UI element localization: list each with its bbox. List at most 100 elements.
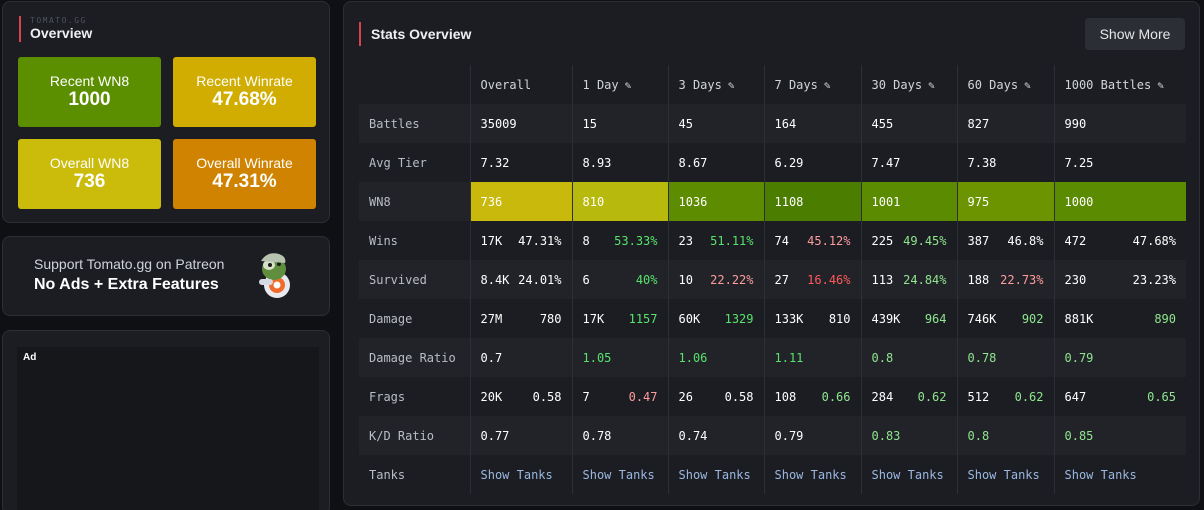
row-label-text: Battles	[369, 116, 420, 131]
stat-cell: 7 0.47	[571, 377, 668, 416]
stat-cell: 1.05	[571, 338, 668, 377]
patreon-line2: No Ads + Extra Features	[34, 276, 219, 293]
value-pair: 6 40%	[583, 273, 658, 287]
tile-label: Overall Winrate	[196, 155, 293, 171]
stat-value: 8.4K	[480, 272, 510, 287]
value-pair: 439K 964	[872, 312, 947, 326]
value-pair: 23 51.11%	[679, 234, 754, 248]
stat-value: 113	[871, 272, 894, 287]
column-header-1000-battles[interactable]: 1000 Battles ✎	[1053, 65, 1186, 104]
stat-value: 27M	[480, 311, 503, 326]
stat-cell: 6 40%	[571, 260, 668, 299]
stat-rate: 24.84%	[903, 272, 947, 287]
stat-value: 387	[967, 233, 990, 248]
stat-cell: 0.8	[860, 338, 957, 377]
stat-value: 225	[871, 233, 894, 248]
tile-value: 1000	[68, 89, 111, 110]
stat-cell: 225 49.45%	[860, 221, 957, 260]
show-more-button[interactable]: Show More	[1085, 18, 1185, 50]
row-label-text: Damage Ratio	[369, 350, 456, 365]
stat-cell: 0.83	[860, 416, 957, 455]
stat-cell: 0.8	[956, 416, 1054, 455]
table-row-tanks: Tanks Show Tanks Show Tanks Show Tanks Show …	[359, 455, 1186, 494]
stat-value: 0.77	[480, 428, 510, 443]
stat-cell: 113 24.84%	[860, 260, 957, 299]
value-pair: 26 0.58	[679, 390, 754, 404]
stat-cell: 7.32	[469, 143, 572, 182]
column-header-7-days[interactable]: 7 Days ✎	[763, 65, 861, 104]
stat-rate: 51.11%	[710, 233, 754, 248]
stat-value: 164	[774, 116, 797, 131]
stat-rate: 22.73%	[1000, 272, 1044, 287]
column-header-60-days[interactable]: 60 Days ✎	[956, 65, 1054, 104]
stat-average: 0.65	[1147, 389, 1176, 404]
stat-cell[interactable]: Show Tanks	[1053, 455, 1186, 494]
show-tanks-link[interactable]: Show Tanks	[1064, 467, 1137, 482]
stat-value: 133K	[774, 311, 804, 326]
stat-average: 0.58	[532, 389, 562, 404]
overview-title: Overview	[30, 25, 93, 41]
ad-slot[interactable]: Ad	[17, 347, 319, 510]
stat-cell: 512 0.62	[956, 377, 1054, 416]
stat-cell: 7.38	[956, 143, 1054, 182]
stat-rate: 23.23%	[1132, 272, 1176, 287]
stat-cell: 8 53.33%	[571, 221, 668, 260]
brand-label: TOMATO.GG	[30, 16, 87, 25]
stat-cell[interactable]: Show Tanks	[469, 455, 572, 494]
stat-cell[interactable]: Show Tanks	[860, 455, 957, 494]
pencil-icon[interactable]: ✎	[928, 78, 935, 92]
stat-cell[interactable]: Show Tanks	[667, 455, 764, 494]
pencil-icon[interactable]: ✎	[624, 78, 632, 92]
stat-value: 1.05	[582, 350, 612, 365]
stat-cell[interactable]: Show Tanks	[763, 455, 861, 494]
show-tanks-link[interactable]: Show Tanks	[774, 467, 847, 482]
row-label: Survived	[359, 260, 470, 299]
stat-value: 23	[678, 233, 693, 248]
show-tanks-link[interactable]: Show Tanks	[582, 467, 655, 482]
row-label: Tanks	[359, 455, 470, 494]
show-tanks-link[interactable]: Show Tanks	[871, 467, 944, 482]
value-pair: 60K 1329	[679, 312, 754, 326]
stat-cell: 6.29	[763, 143, 861, 182]
stat-cell: 0.79	[763, 416, 861, 455]
table-row-wn8: WN8 736 810 1036 1108 1001 975 1000	[359, 182, 1186, 221]
stat-cell[interactable]: Show Tanks	[571, 455, 668, 494]
show-tanks-link[interactable]: Show Tanks	[678, 467, 751, 482]
stat-cell[interactable]: Show Tanks	[956, 455, 1054, 494]
value-pair: 512 0.62	[968, 390, 1044, 404]
row-label: Avg Tier	[359, 143, 470, 182]
pencil-icon[interactable]: ✎	[1157, 78, 1164, 92]
pencil-icon[interactable]: ✎	[727, 78, 735, 92]
stat-cell: 0.79	[1053, 338, 1186, 377]
value-pair: 20K 0.58	[481, 390, 562, 404]
stat-cell: 10 22.22%	[667, 260, 764, 299]
row-label-text: Survived	[369, 272, 427, 287]
tile-label: Recent Winrate	[196, 73, 293, 89]
row-label: Wins	[359, 221, 470, 260]
show-tanks-link[interactable]: Show Tanks	[480, 467, 553, 482]
row-label-text: Wins	[369, 233, 398, 248]
show-tanks-link[interactable]: Show Tanks	[967, 467, 1040, 482]
stat-average: 0.66	[821, 389, 851, 404]
stat-value: 74	[774, 233, 789, 248]
patreon-banner[interactable]: Support Tomato.gg on Patreon No Ads + Ex…	[2, 236, 330, 316]
stat-value: 8.93	[582, 155, 612, 170]
stat-cell: 15	[571, 104, 668, 143]
stat-average: 890	[1154, 311, 1176, 326]
ad-panel: Ad	[2, 330, 330, 510]
column-header-30-days[interactable]: 30 Days ✎	[860, 65, 957, 104]
stat-value: 990	[1064, 116, 1087, 131]
stat-rate: 49.45%	[903, 233, 947, 248]
column-label: 3 Days	[678, 77, 722, 92]
stat-value: 45	[678, 116, 693, 131]
pencil-icon[interactable]: ✎	[1024, 78, 1031, 92]
column-header-3-days[interactable]: 3 Days ✎	[667, 65, 764, 104]
column-header-1-day[interactable]: 1 Day ✎	[571, 65, 668, 104]
pencil-icon[interactable]: ✎	[823, 78, 831, 92]
column-label: Overall	[480, 77, 532, 92]
stat-cell: 26 0.58	[667, 377, 764, 416]
stat-value: 27	[774, 272, 789, 287]
stat-cell: 8.67	[667, 143, 764, 182]
stat-rate: 47.68%	[1132, 233, 1176, 248]
table-row-kd-ratio: K/D Ratio 0.77 0.78 0.74 0.79 0.83 0.8 0.85	[359, 416, 1186, 455]
